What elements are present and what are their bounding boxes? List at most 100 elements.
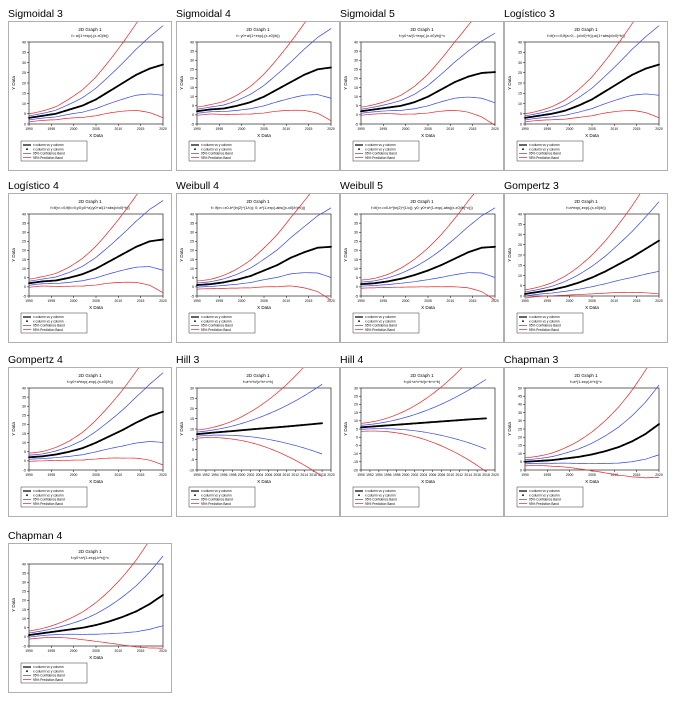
legend-label: x column vs y column — [201, 493, 232, 497]
data-point — [227, 280, 230, 283]
data-point — [382, 281, 385, 283]
data-point — [108, 260, 111, 263]
chart-frame: 2D Graph 1 f=y0+a/(1+exp(-(x-x0)/b))^c -5 0… — [340, 21, 504, 171]
confidence-band-upper — [28, 25, 164, 117]
chart-panel-name: Hill 4 — [340, 354, 364, 366]
data-point — [222, 281, 225, 284]
data-point — [81, 447, 84, 450]
prediction-band-upper — [360, 194, 475, 281]
data-point — [117, 84, 120, 87]
legend-label: x column vs y column — [33, 489, 64, 493]
data-point — [86, 102, 88, 105]
data-point — [205, 109, 207, 111]
confidence-band-upper — [360, 32, 496, 110]
legend-label: x column vs y column — [33, 493, 64, 497]
x-tick-label: 1994 — [211, 473, 219, 477]
y-tick-label: 40 — [22, 40, 26, 44]
data-point — [90, 100, 93, 103]
data-point — [81, 273, 84, 276]
x-tick-label: 1990 — [521, 127, 529, 131]
legend-label: x column vs y column — [529, 143, 560, 147]
data-point — [613, 447, 616, 450]
data-point — [427, 269, 429, 272]
confidence-band-lower — [524, 93, 660, 121]
data-point — [63, 629, 66, 632]
data-point — [546, 459, 549, 462]
data-point — [439, 420, 442, 423]
x-axis-label: X Data — [257, 305, 271, 310]
chart-svg: 2D Graph 1 f= if(x<=x0-b*(ln(2)^(1/c)); 0… — [179, 194, 335, 334]
x-tick-label: 1998 — [393, 473, 401, 477]
x-tick-label: 2010 — [283, 299, 291, 303]
y-tick-label: 30 — [190, 59, 194, 63]
x-tick-label: 2020 — [159, 649, 167, 653]
data-point — [613, 84, 616, 87]
data-point — [316, 246, 319, 249]
legend-box — [20, 140, 88, 162]
prediction-band-lower — [524, 465, 660, 479]
chart-frame: 2D Graph 1 f= y0+a/(1+exp(-(x-x0)/b)) -5 0 5… — [176, 21, 340, 171]
x-tick-label: 2015 — [137, 299, 145, 303]
x-tick-label: 2012 — [455, 473, 463, 477]
data-point — [241, 429, 244, 432]
data-point — [431, 93, 434, 96]
x-tick-label: 1990 — [193, 299, 201, 303]
y-tick-label: 5 — [192, 104, 194, 108]
data-point — [112, 618, 115, 621]
confidence-band-upper — [524, 201, 660, 293]
x-tick-label: 1996 — [220, 473, 228, 477]
x-tick-label: 2018 — [318, 473, 326, 477]
data-point — [307, 249, 310, 252]
chart-frame: 2D Graph 1 f=a*x^b/(c^b+x^b) -10 -5 0 5 10 15 20… — [176, 367, 340, 517]
y-axis-label: Y Data — [11, 598, 16, 612]
x-tick-label: 1990 — [357, 127, 365, 131]
data-point — [622, 79, 625, 82]
chart-panel: Logístico 4 2D Graph 1 f=if(x<=0;if(b>0;y0… — [8, 180, 172, 344]
data-point — [524, 116, 526, 119]
legend-label: 95% Confidence Band — [33, 152, 65, 156]
y-tick-label: 30 — [190, 386, 194, 390]
data-point — [485, 417, 487, 420]
x-tick-label: 1990 — [25, 127, 33, 131]
data-point — [50, 454, 53, 457]
fit-line — [28, 594, 164, 636]
data-point — [209, 108, 212, 111]
legend-label: 95% Confidence Band — [529, 498, 561, 502]
data-point — [649, 245, 651, 248]
chart-subtitle: f=if(x<=0;if(b>0;y0;y0+a);y0+a/(1+abs(x/… — [50, 206, 130, 210]
y-tick-label: 10 — [22, 617, 26, 621]
data-point — [162, 238, 164, 241]
confidence-band-lower — [196, 272, 332, 288]
data-point — [148, 67, 151, 70]
data-point — [225, 430, 228, 433]
y-tick-label: 10 — [190, 427, 194, 431]
data-point — [591, 276, 593, 279]
data-point — [86, 271, 88, 274]
data-point — [550, 112, 553, 115]
data-point — [573, 456, 576, 459]
data-point — [139, 419, 142, 422]
chart-panel: Chapman 4 2D Graph 1 f=y0+a*(1-exp(-b*x))^… — [8, 530, 172, 694]
data-point — [54, 630, 57, 633]
confidence-band-lower — [360, 428, 487, 450]
chart-svg: 2D Graph 1 f= y0+a/(1+exp(-(x-x0)/b)) -5 0 5… — [179, 22, 335, 162]
legend-label: 95% Prediction Band — [201, 156, 231, 160]
x-tick-label: 2005 — [260, 299, 268, 303]
x-tick-label: 2005 — [588, 473, 596, 477]
chart-frame: 2D Graph 1 f= a/(1+exp(-(x-x0)/b)) 0 5 10 15 2… — [8, 21, 172, 171]
data-point — [54, 453, 57, 456]
data-point — [236, 104, 239, 107]
fit-line — [524, 239, 660, 295]
data-point — [271, 426, 273, 429]
chart-panel-name: Logístico 3 — [504, 8, 555, 20]
chart-panel: Gompertz 3 2D Graph 1 f=a*exp(-exp(-(x-x0)… — [504, 180, 668, 344]
y-tick-label: 30 — [518, 61, 522, 65]
data-point — [385, 424, 387, 427]
data-point — [613, 265, 616, 268]
data-point — [59, 452, 62, 455]
y-axis-label: Y Data — [507, 76, 512, 90]
data-point — [68, 276, 71, 279]
data-point — [626, 258, 629, 261]
data-point — [148, 415, 151, 418]
